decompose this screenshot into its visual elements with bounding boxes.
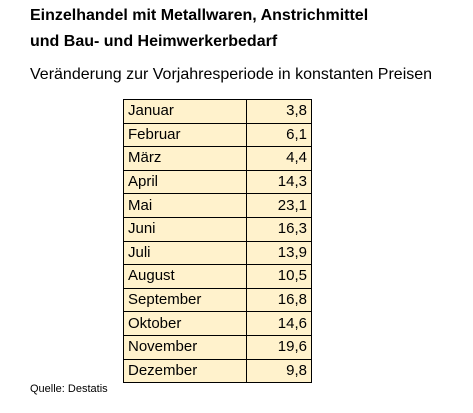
month-cell: Januar xyxy=(123,99,247,124)
value-cell: 9,8 xyxy=(246,358,312,384)
table-row: Dezember 9,8 xyxy=(123,358,312,384)
subtitle: Veränderung zur Vorjahresperiode in kons… xyxy=(30,66,433,83)
month-cell: August xyxy=(123,264,247,289)
value-cell: 3,8 xyxy=(246,99,312,124)
month-cell: März xyxy=(123,146,247,171)
table-row: Januar 3,8 xyxy=(123,99,312,124)
table-row: Mai 23,1 xyxy=(123,193,312,218)
value-cell: 13,9 xyxy=(246,240,312,266)
source: Quelle: Destatis xyxy=(30,383,108,395)
table-row: Oktober 14,6 xyxy=(123,311,312,336)
value-cell: 14,6 xyxy=(246,311,312,336)
month-cell: Juni xyxy=(123,216,247,242)
value-cell: 16,8 xyxy=(246,287,312,313)
value-cell: 4,4 xyxy=(246,146,312,171)
month-cell: April xyxy=(123,169,247,195)
table-body: Januar 3,8 Februar 6,1 März 4,4 April 14,3 Mai 23… xyxy=(123,99,312,384)
value-cell: 6,1 xyxy=(246,122,312,148)
table-row: April 14,3 xyxy=(123,169,312,195)
title: und Bau- und Heimwerkerbedarf xyxy=(30,33,278,50)
month-cell: Juli xyxy=(123,240,247,266)
month-cell: September xyxy=(123,287,247,313)
table-row: November 19,6 xyxy=(123,334,312,360)
data-table: Januar 3,8 Februar 6,1 März 4,4 April 14,3 Mai 23… xyxy=(123,99,312,384)
month-cell: Dezember xyxy=(123,358,247,384)
title: Einzelhandel mit Metallwaren, Anstrichmi… xyxy=(30,7,369,24)
table-row: Februar 6,1 xyxy=(123,122,312,148)
value-cell: 19,6 xyxy=(246,334,312,360)
value-cell: 10,5 xyxy=(246,264,312,289)
month-cell: November xyxy=(123,334,247,360)
value-cell: 14,3 xyxy=(246,169,312,195)
table-row: März 4,4 xyxy=(123,146,312,171)
month-cell: Oktober xyxy=(123,311,247,336)
table-row: August 10,5 xyxy=(123,264,312,289)
month-cell: Mai xyxy=(123,193,247,218)
month-cell: Februar xyxy=(123,122,247,148)
value-cell: 16,3 xyxy=(246,216,312,242)
table-row: Juli 13,9 xyxy=(123,240,312,266)
value-cell: 23,1 xyxy=(246,193,312,218)
table-row: September 16,8 xyxy=(123,287,312,313)
table-row: Juni 16,3 xyxy=(123,216,312,242)
